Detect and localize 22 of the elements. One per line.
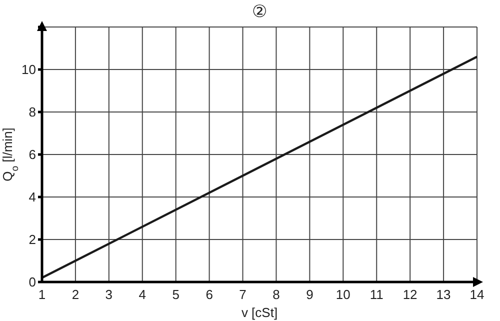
x-tick-label: 8 — [272, 287, 280, 302]
y-tick-label: 10 — [22, 62, 36, 78]
x-tick-label: 2 — [72, 287, 80, 302]
x-tick-label: 4 — [138, 287, 146, 302]
y-tick-label: 2 — [28, 232, 36, 248]
x-tick-label: 11 — [370, 287, 384, 302]
x-tick-label: 10 — [336, 287, 350, 302]
x-tick-label: 3 — [105, 287, 113, 302]
chart-title: ② — [251, 2, 268, 22]
y-tick-label: 4 — [28, 190, 36, 205]
x-tick-label: 6 — [206, 287, 213, 302]
y-tick-label: 6 — [28, 147, 36, 162]
x-tick-label: 12 — [402, 287, 418, 302]
x-tick-label: 9 — [306, 287, 314, 302]
x-axis-title: v [cSt] — [241, 305, 278, 320]
y-tick-label: 0 — [28, 274, 36, 290]
x-tick-label: 14 — [470, 287, 484, 302]
x-tick-label: 5 — [172, 287, 180, 302]
y-tick-label: 8 — [28, 104, 36, 120]
x-tick-label: 1 — [38, 287, 46, 302]
x-tick-label: 13 — [436, 287, 451, 302]
x-tick-label: 7 — [239, 287, 246, 302]
